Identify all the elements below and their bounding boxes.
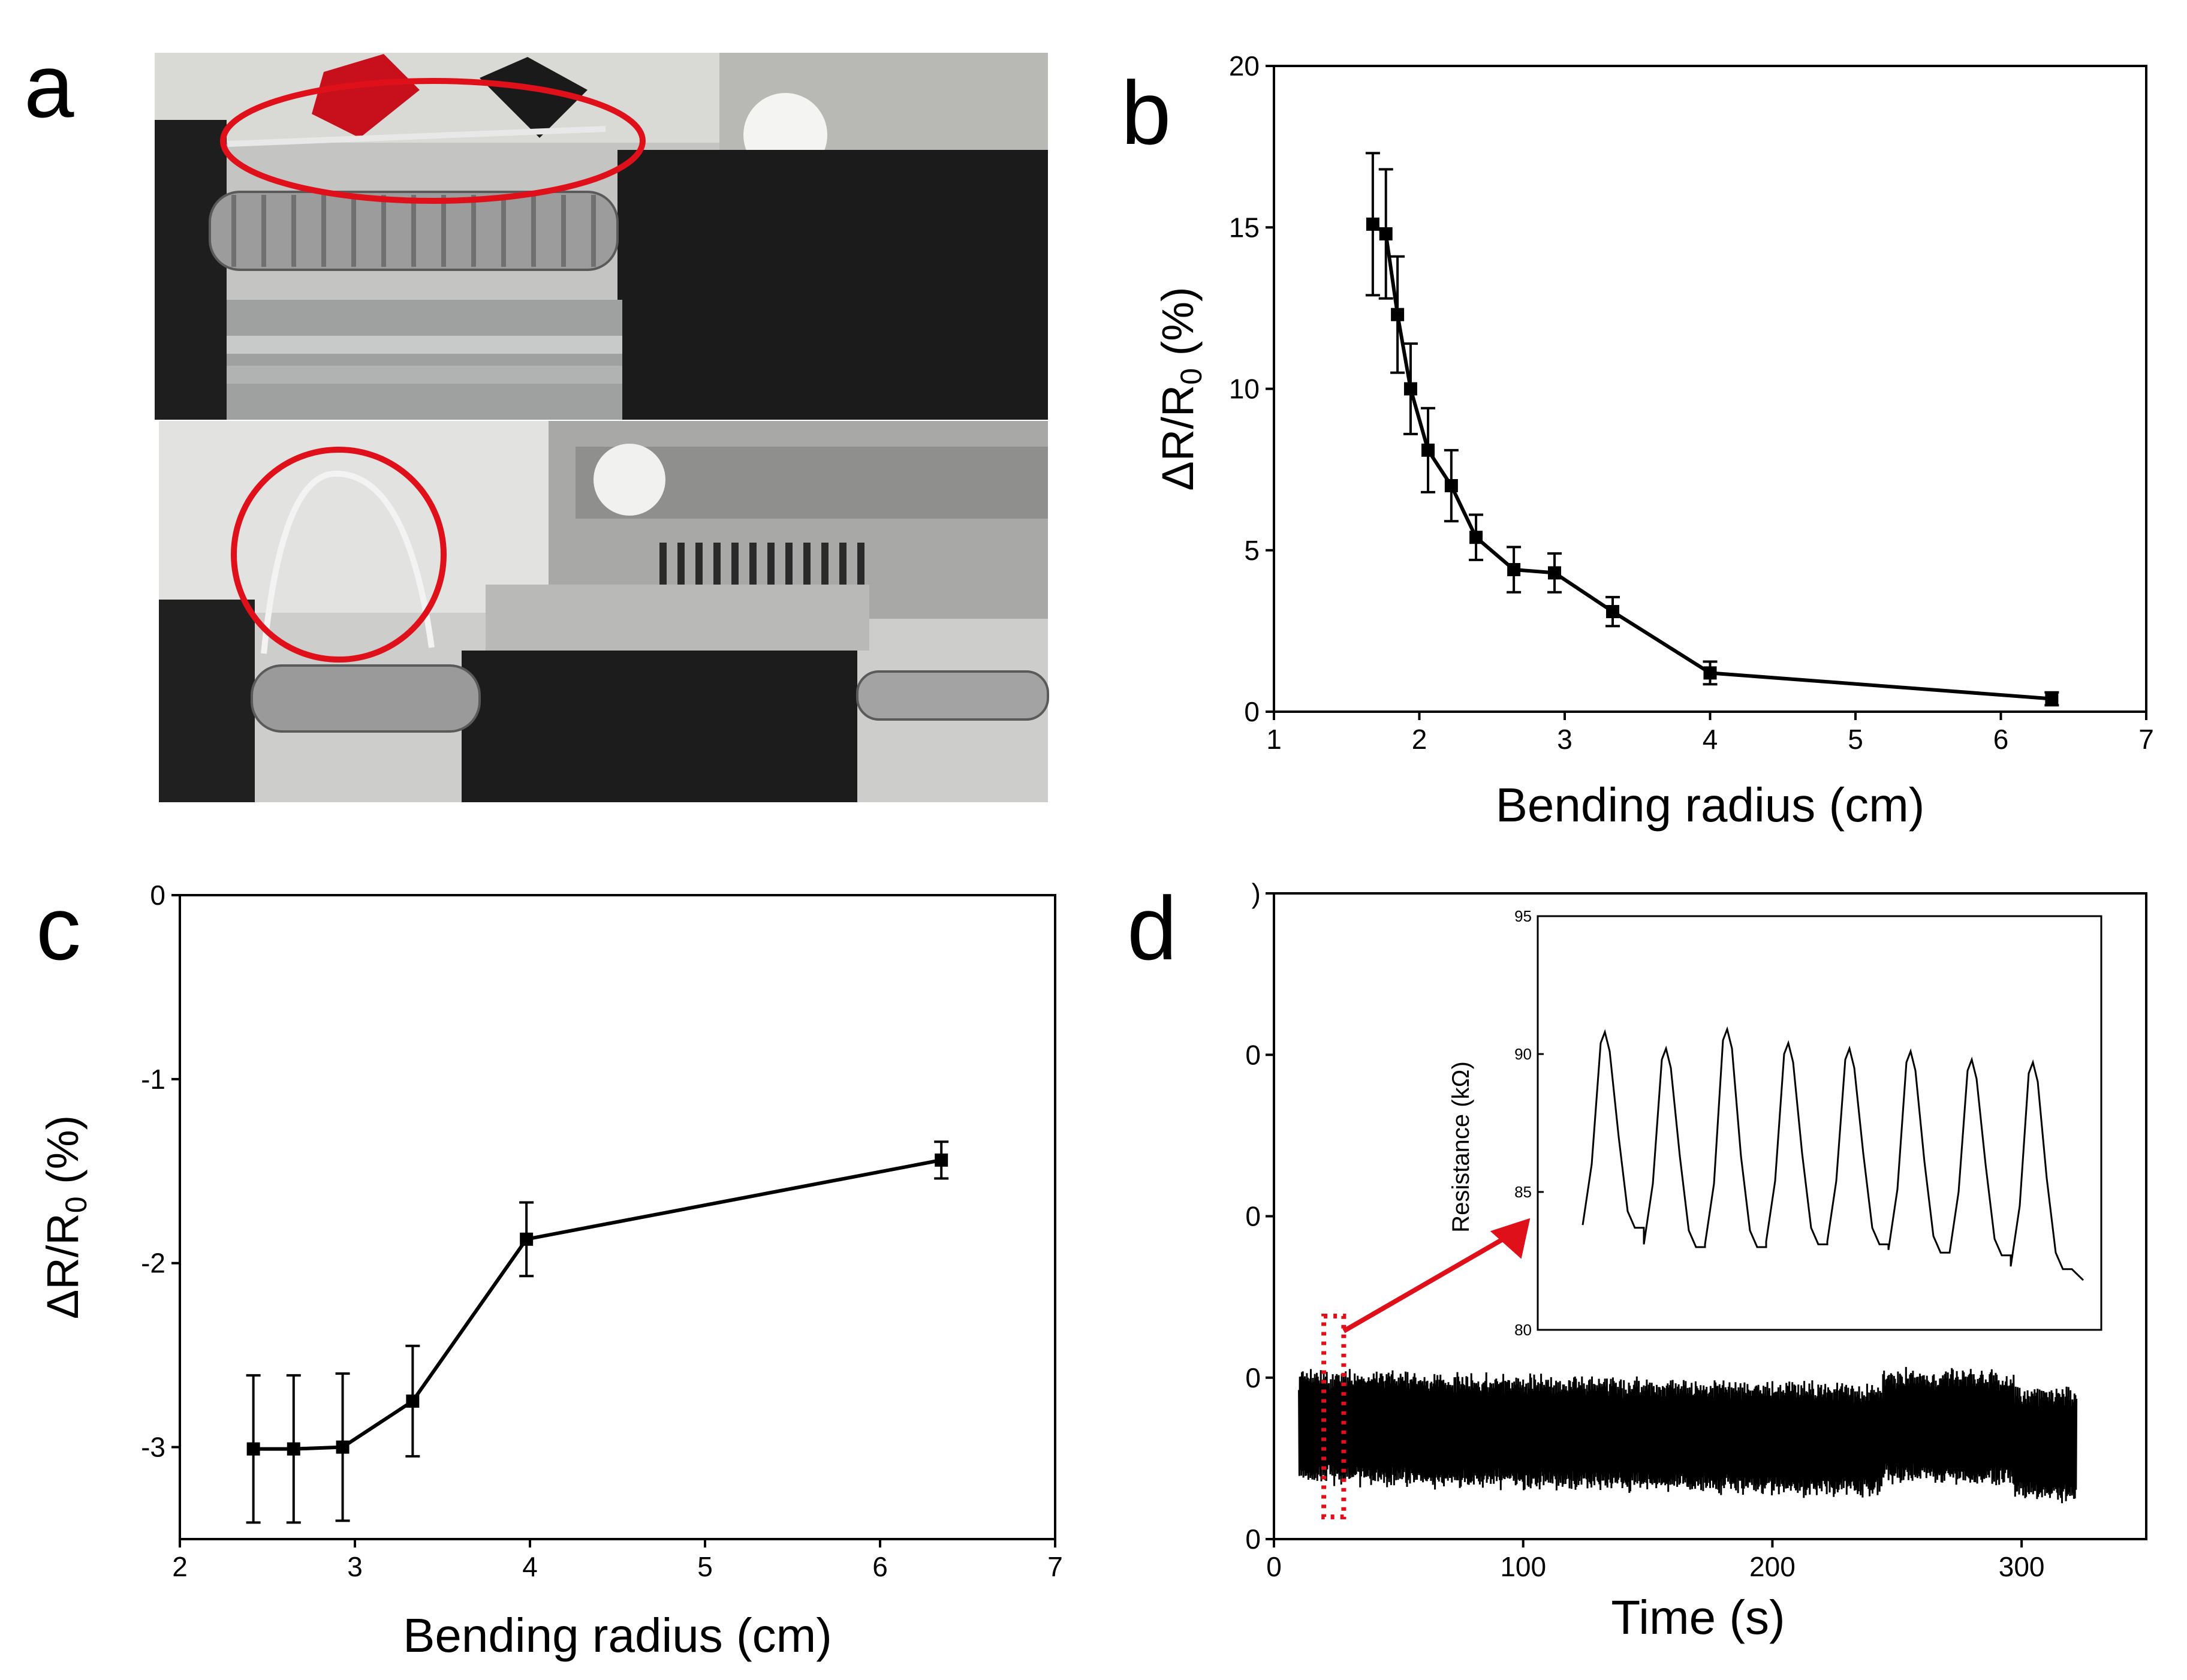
data-point — [1403, 382, 1417, 396]
highlight-ellipse-top — [220, 78, 646, 204]
chart-c: 2 3 4 5 6 7 0 -1 -2 -3 Bending radius (cm) ΔR/R0 (%… — [38, 880, 1063, 1662]
highlight-box — [1321, 1314, 1346, 1519]
y-tick-label: -2 — [141, 1248, 165, 1279]
photo-top — [155, 53, 1048, 420]
panel-letter-d: d — [1127, 878, 1177, 979]
y-axis-label: ΔR/R0 (%) — [38, 1115, 93, 1319]
data-point — [1379, 227, 1393, 241]
data-point — [287, 1442, 300, 1456]
photo-bottom — [159, 421, 1049, 802]
x-tick-label: 300 — [1999, 1551, 2045, 1582]
y-tick-label: ) — [1252, 878, 1261, 909]
signal-trace — [1298, 1366, 2078, 1504]
x-tick-label: 2 — [172, 1551, 188, 1582]
panel-letter-a: a — [24, 35, 74, 136]
y-tick-label: 20 — [1229, 50, 1260, 82]
x-tick-label: 7 — [2138, 724, 2154, 755]
x-tick-label: 3 — [347, 1551, 363, 1582]
data-point — [1421, 443, 1435, 457]
x-axis-label: Bending radius (cm) — [1496, 778, 1925, 832]
x-tick-label: 7 — [1047, 1551, 1063, 1582]
y-axis-label: ΔR/R0 (%) — [1153, 287, 1208, 490]
x-tick-label: 5 — [1848, 724, 1863, 755]
highlight-circle-bottom — [231, 447, 447, 663]
y-tick-label: -3 — [141, 1432, 165, 1463]
inset-y-tick-label: 80 — [1514, 1321, 1532, 1339]
y-tick-label: 0 — [1245, 1039, 1261, 1070]
data-point — [336, 1440, 350, 1454]
data-point — [1507, 563, 1521, 577]
inset-y-tick-label: 90 — [1514, 1045, 1532, 1063]
y-tick-label: 15 — [1229, 212, 1260, 243]
x-tick-label: 5 — [697, 1551, 713, 1582]
data-point — [406, 1394, 420, 1408]
inset-y-axis-label: Resistance (kΩ) — [1448, 1061, 1474, 1233]
data-point — [1391, 308, 1405, 321]
x-tick-label: 1 — [1266, 724, 1282, 755]
arrow-head — [1490, 1218, 1531, 1259]
y-tick-label: 0 — [150, 880, 165, 911]
inset-y-tick-label: 85 — [1514, 1183, 1532, 1201]
data-point — [246, 1442, 260, 1456]
y-tick-label: 5 — [1244, 535, 1260, 566]
inset-y-tick-label: 95 — [1514, 907, 1532, 925]
y-tick-label: -1 — [141, 1064, 165, 1095]
panel-letter-b: b — [1121, 62, 1171, 163]
y-tick-label: 0 — [1244, 696, 1260, 727]
data-point — [1548, 566, 1562, 580]
data-point — [1444, 479, 1458, 493]
data-point — [1366, 217, 1379, 231]
x-axis-label: Time (s) — [1611, 1591, 1785, 1644]
x-tick-label: 4 — [1703, 724, 1718, 755]
arrow-line — [1342, 1236, 1506, 1333]
x-tick-label: 200 — [1749, 1551, 1796, 1582]
chart-b: 1 2 3 4 5 6 7 0 5 10 15 20 Bending radius (cm) ΔR/R0 … — [1153, 50, 2154, 832]
data-point — [2045, 692, 2059, 706]
data-point — [1469, 531, 1483, 544]
y-tick-label: 10 — [1229, 374, 1260, 405]
y-tick-label: 0 — [1245, 1201, 1261, 1232]
y-tick-label: 0 — [1245, 1524, 1261, 1555]
x-tick-label: 4 — [522, 1551, 538, 1582]
x-tick-label: 6 — [872, 1551, 888, 1582]
x-tick-label: 100 — [1500, 1551, 1546, 1582]
x-tick-label: 6 — [1993, 724, 2009, 755]
inset-frame — [1537, 915, 2102, 1331]
data-point — [1703, 666, 1717, 680]
y-tick-label: 0 — [1245, 1362, 1261, 1393]
panel-letter-c: c — [36, 878, 81, 979]
inset-resistance-trace — [1581, 1026, 2084, 1281]
data-point — [1606, 605, 1620, 619]
x-tick-label: 3 — [1557, 724, 1573, 755]
x-tick-label: 2 — [1412, 724, 1427, 755]
series-line — [1372, 222, 2052, 701]
plot-frame — [179, 894, 1056, 1540]
data-point — [520, 1232, 534, 1246]
series-line — [253, 1158, 942, 1451]
x-axis-label: Bending radius (cm) — [403, 1609, 832, 1662]
data-point — [935, 1153, 948, 1167]
x-tick-label: 0 — [1266, 1551, 1282, 1582]
